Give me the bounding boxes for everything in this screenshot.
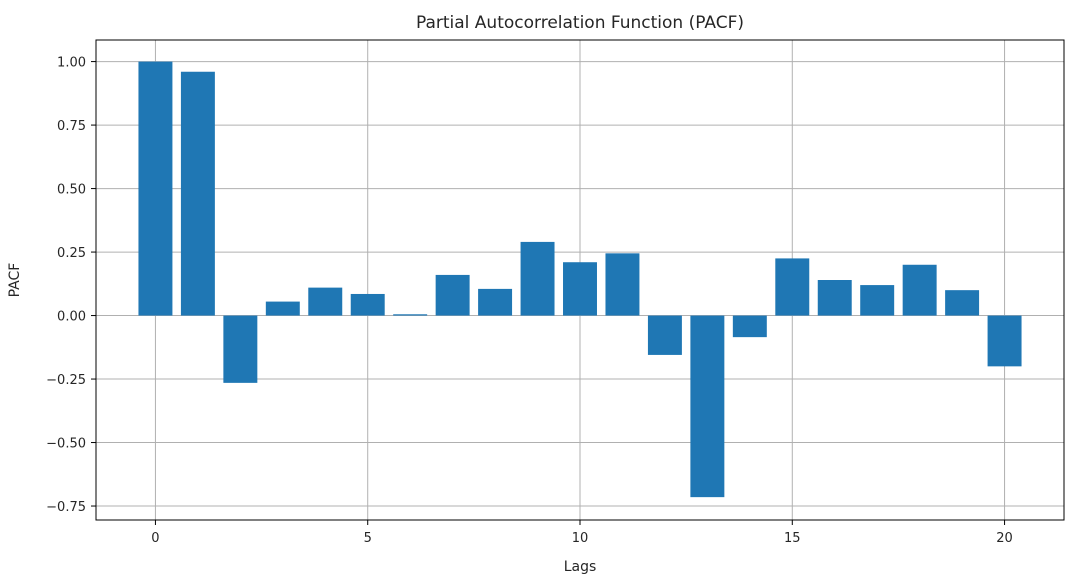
bar-lag-8 xyxy=(478,288,513,316)
x-tick-label: 15 xyxy=(784,531,801,546)
chart-title: Partial Autocorrelation Function (PACF) xyxy=(416,13,744,33)
y-tick-label: 0.50 xyxy=(57,183,86,198)
bar-lag-12 xyxy=(647,315,682,355)
y-tick-label: 1.00 xyxy=(57,56,86,71)
y-tick-label: 0.00 xyxy=(57,310,86,325)
x-axis-ticks: 0 5 10 15 20 xyxy=(151,520,1013,546)
bar-lag-6 xyxy=(393,314,428,316)
bars xyxy=(138,61,1022,498)
bar-lag-18 xyxy=(902,264,937,316)
y-tick-label: −0.25 xyxy=(46,373,86,388)
bar-lag-7 xyxy=(435,274,470,316)
bar-lag-2 xyxy=(223,315,258,383)
y-tick-label: 0.75 xyxy=(57,119,86,134)
bar-lag-14 xyxy=(732,315,767,338)
bar-lag-5 xyxy=(350,293,385,316)
bar-lag-0 xyxy=(138,61,173,316)
bar-lag-16 xyxy=(817,280,852,316)
x-tick-label: 0 xyxy=(151,531,159,546)
y-tick-label: −0.75 xyxy=(46,500,86,515)
x-tick-label: 5 xyxy=(364,531,372,546)
bar-lag-9 xyxy=(520,241,555,316)
bar-lag-15 xyxy=(775,258,810,316)
bar-lag-3 xyxy=(265,301,300,316)
bar-lag-4 xyxy=(308,287,343,316)
bar-lag-19 xyxy=(945,290,980,316)
bar-lag-20 xyxy=(987,315,1022,367)
y-axis-ticks: 1.00 0.75 0.50 0.25 0.00 −0.25 −0.50 −0.75 xyxy=(46,56,96,515)
x-tick-label: 10 xyxy=(572,531,589,546)
bar-lag-13 xyxy=(690,315,725,498)
x-tick-label: 20 xyxy=(996,531,1013,546)
y-axis-label: PACF xyxy=(7,263,23,298)
y-tick-label: −0.50 xyxy=(46,437,86,452)
bar-lag-11 xyxy=(605,253,640,316)
bar-lag-1 xyxy=(180,71,215,316)
bar-lag-10 xyxy=(563,262,597,316)
x-axis-label: Lags xyxy=(564,559,597,575)
y-tick-label: 0.25 xyxy=(57,246,86,261)
bar-lag-17 xyxy=(860,285,895,316)
